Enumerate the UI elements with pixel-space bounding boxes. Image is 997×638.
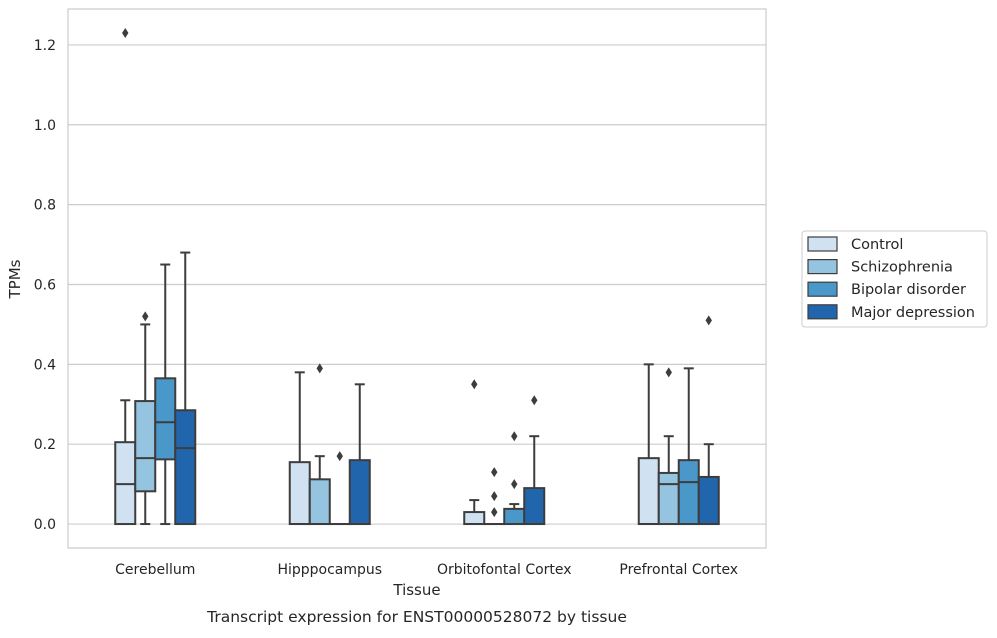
box-body <box>639 458 659 524</box>
x-axis-label: Tissue <box>392 581 440 599</box>
box-body <box>175 410 195 524</box>
y-tick-label: 1.2 <box>34 38 56 54</box>
x-tick-label: Prefrontal Cortex <box>619 562 738 578</box>
box-body <box>135 401 155 491</box>
y-tick-label: 0.8 <box>34 198 56 214</box>
box-body <box>290 462 310 524</box>
box-body <box>524 488 544 524</box>
x-tick-label: Orbitofontal Cortex <box>437 562 572 578</box>
box-body <box>699 477 719 524</box>
legend-swatch <box>808 237 837 251</box>
box-body <box>464 512 484 524</box>
y-tick-label: 1.0 <box>34 118 56 134</box>
box-body <box>504 509 524 524</box>
x-tick-label: Hipppocampus <box>277 562 382 578</box>
chart-caption: Transcript expression for ENST0000052807… <box>206 608 627 626</box>
y-tick-label: 0.0 <box>34 517 56 533</box>
legend: Control Schizophrenia Bipolar disorder Majo… <box>802 231 987 327</box>
y-tick-label: 0.4 <box>34 357 56 373</box>
box-body <box>679 460 699 524</box>
legend-swatch <box>808 260 837 274</box>
box-body <box>659 473 679 524</box>
legend-label: Major depression <box>851 305 975 321</box>
y-tick-label: 0.2 <box>34 437 56 453</box>
legend-swatch <box>808 282 837 296</box>
legend-label: Schizophrenia <box>851 260 953 276</box>
y-axis-label: TPMs <box>6 259 24 299</box>
y-tick-label: 0.6 <box>34 277 56 293</box>
legend-swatch <box>808 305 837 319</box>
box-body <box>350 460 370 524</box>
legend-label: Bipolar disorder <box>851 282 966 298</box>
x-tick-label: Cerebellum <box>115 562 195 578</box>
legend-label: Control <box>851 237 903 253</box>
box-body <box>310 479 330 524</box>
box-body <box>155 378 175 459</box>
